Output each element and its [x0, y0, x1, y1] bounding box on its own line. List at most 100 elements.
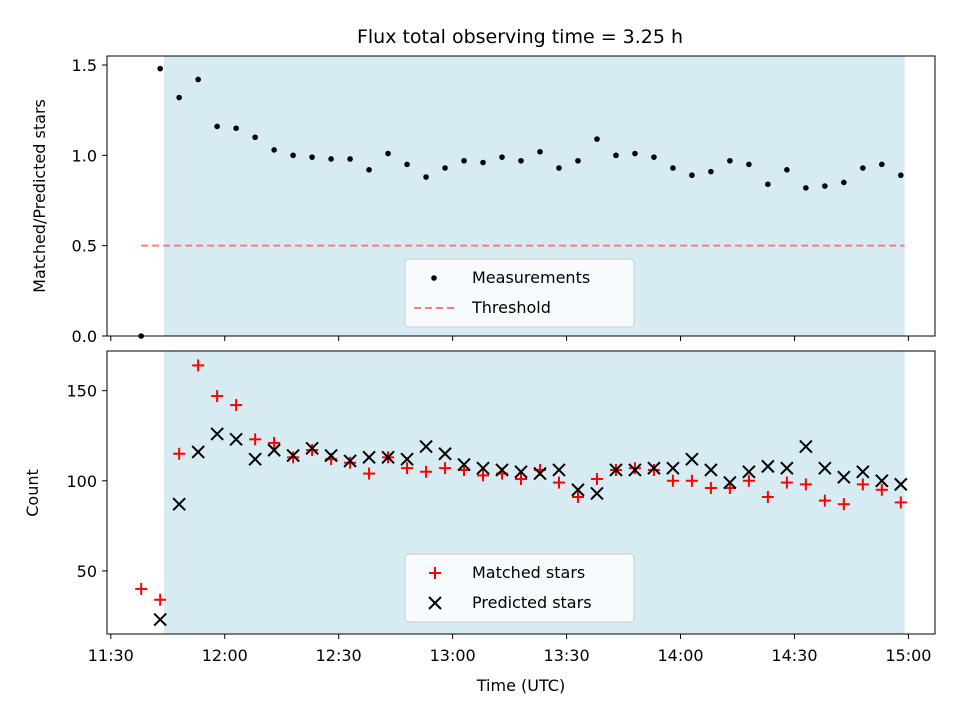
matched-star-point [780, 476, 793, 489]
matched-star-point [344, 456, 357, 469]
predicted-legend-marker [428, 596, 442, 610]
matched-star-point [268, 436, 281, 449]
predicted-star-point [837, 470, 851, 484]
x-tick-label: 12:30 [316, 646, 362, 665]
matched-star-point [742, 474, 755, 487]
measurement-point [442, 165, 448, 171]
measurement-point [328, 156, 334, 162]
predicted-star-point [248, 452, 262, 466]
measurement-point [176, 94, 182, 101]
measurement-point [860, 165, 866, 171]
measurement-point [594, 136, 600, 142]
x-tick-label: 13:00 [430, 646, 476, 665]
threshold-legend-label: Threshold [471, 298, 551, 317]
predicted-star-point [495, 463, 509, 477]
measurement-point [765, 181, 771, 188]
predicted-star-point [856, 465, 870, 479]
measurement-point [499, 154, 505, 160]
predicted-star-point [647, 461, 661, 475]
measurement-point [157, 65, 163, 72]
x-tick-label: 12:00 [202, 646, 248, 665]
predicted-star-point [457, 457, 471, 472]
matched-star-point [837, 498, 850, 511]
measurement-point [803, 185, 809, 191]
matched-star-point [628, 462, 641, 475]
ratio-panel: 0.0 0.5 1.0 1.5 Matched/Predicted stars Mea… [30, 55, 936, 346]
measurement-point [784, 167, 790, 173]
x-tick-label: 13:30 [544, 646, 590, 665]
y-tick-label: 0.0 [72, 327, 97, 346]
y-tick-label: 150 [66, 382, 97, 401]
predicted-star-point [723, 475, 737, 490]
matched-star-point [818, 494, 831, 507]
chart-title: Flux total observing time = 3.25 h [357, 26, 683, 48]
measurement-point [214, 123, 220, 130]
predicted-star-point [609, 463, 623, 477]
matched-star-point [192, 359, 205, 372]
measurement-point [708, 168, 714, 175]
measurement-point [252, 134, 258, 141]
predicted-star-point [818, 461, 832, 475]
measurement-point [898, 172, 904, 179]
measurement-point [575, 157, 581, 164]
predicted-star-point [704, 463, 718, 477]
matched-star-point [894, 496, 907, 509]
matched-legend-label: Matched stars [472, 563, 585, 582]
x-tick-label: 14:00 [657, 646, 703, 665]
predicted-star-point [305, 441, 319, 456]
measurement-point [632, 150, 638, 157]
x-axis-label: Time (UTC) [476, 676, 565, 695]
matched-star-point [211, 390, 224, 403]
count-legend: Matched stars Predicted stars [404, 553, 635, 623]
matched-star-point [306, 444, 319, 457]
measurement-point [689, 172, 695, 179]
measurement-point [651, 154, 657, 160]
count-marks [135, 359, 908, 627]
measurement-point [518, 157, 524, 164]
matched-star-point [761, 491, 774, 504]
matched-star-point [401, 462, 414, 475]
predicted-star-point [666, 461, 680, 475]
predicted-star-point [742, 465, 756, 479]
measurement-point [670, 165, 676, 171]
predicted-star-point [210, 427, 224, 441]
y-tick-label: 50 [77, 562, 97, 581]
predicted-star-point [514, 465, 528, 479]
measurements-legend-marker [431, 275, 437, 281]
x-tick-label: 11:30 [88, 646, 134, 665]
matched-star-point [666, 474, 679, 487]
measurement-point [879, 161, 885, 168]
measurement-point [746, 161, 752, 168]
measurement-point [404, 161, 410, 168]
predicted-star-point [343, 454, 357, 468]
matched-star-point [799, 478, 812, 491]
matched-star-point [363, 467, 376, 480]
predicted-star-point [438, 447, 452, 461]
predicted-star-point [894, 477, 908, 492]
measurement-point [347, 156, 353, 162]
ratio-marks [138, 65, 905, 339]
ratio-y-axis-label: Matched/Predicted stars [30, 99, 49, 293]
predicted-star-point [172, 497, 186, 511]
predicted-star-point [400, 452, 414, 466]
y-tick-label: 1.0 [72, 146, 97, 165]
predicted-star-point [324, 448, 338, 463]
measurement-point [461, 157, 467, 164]
measurement-point [233, 125, 239, 132]
matched-star-point [420, 465, 433, 478]
measurement-point [385, 150, 391, 157]
y-tick-label: 0.5 [72, 237, 97, 256]
matched-star-point [439, 462, 452, 475]
measurement-point [727, 157, 733, 164]
predicted-star-point [381, 450, 395, 465]
predicted-star-point [761, 459, 775, 474]
predicted-star-point [153, 612, 167, 627]
count-legend-box [404, 553, 635, 623]
ratio-x-ticks [110, 336, 909, 341]
x-tick-label: 14:30 [771, 646, 817, 665]
ratio-y-ticks: 0.0 0.5 1.0 1.5 [72, 56, 107, 346]
matched-star-point [647, 463, 660, 476]
predicted-star-point [362, 450, 376, 465]
matched-star-point [571, 491, 584, 504]
